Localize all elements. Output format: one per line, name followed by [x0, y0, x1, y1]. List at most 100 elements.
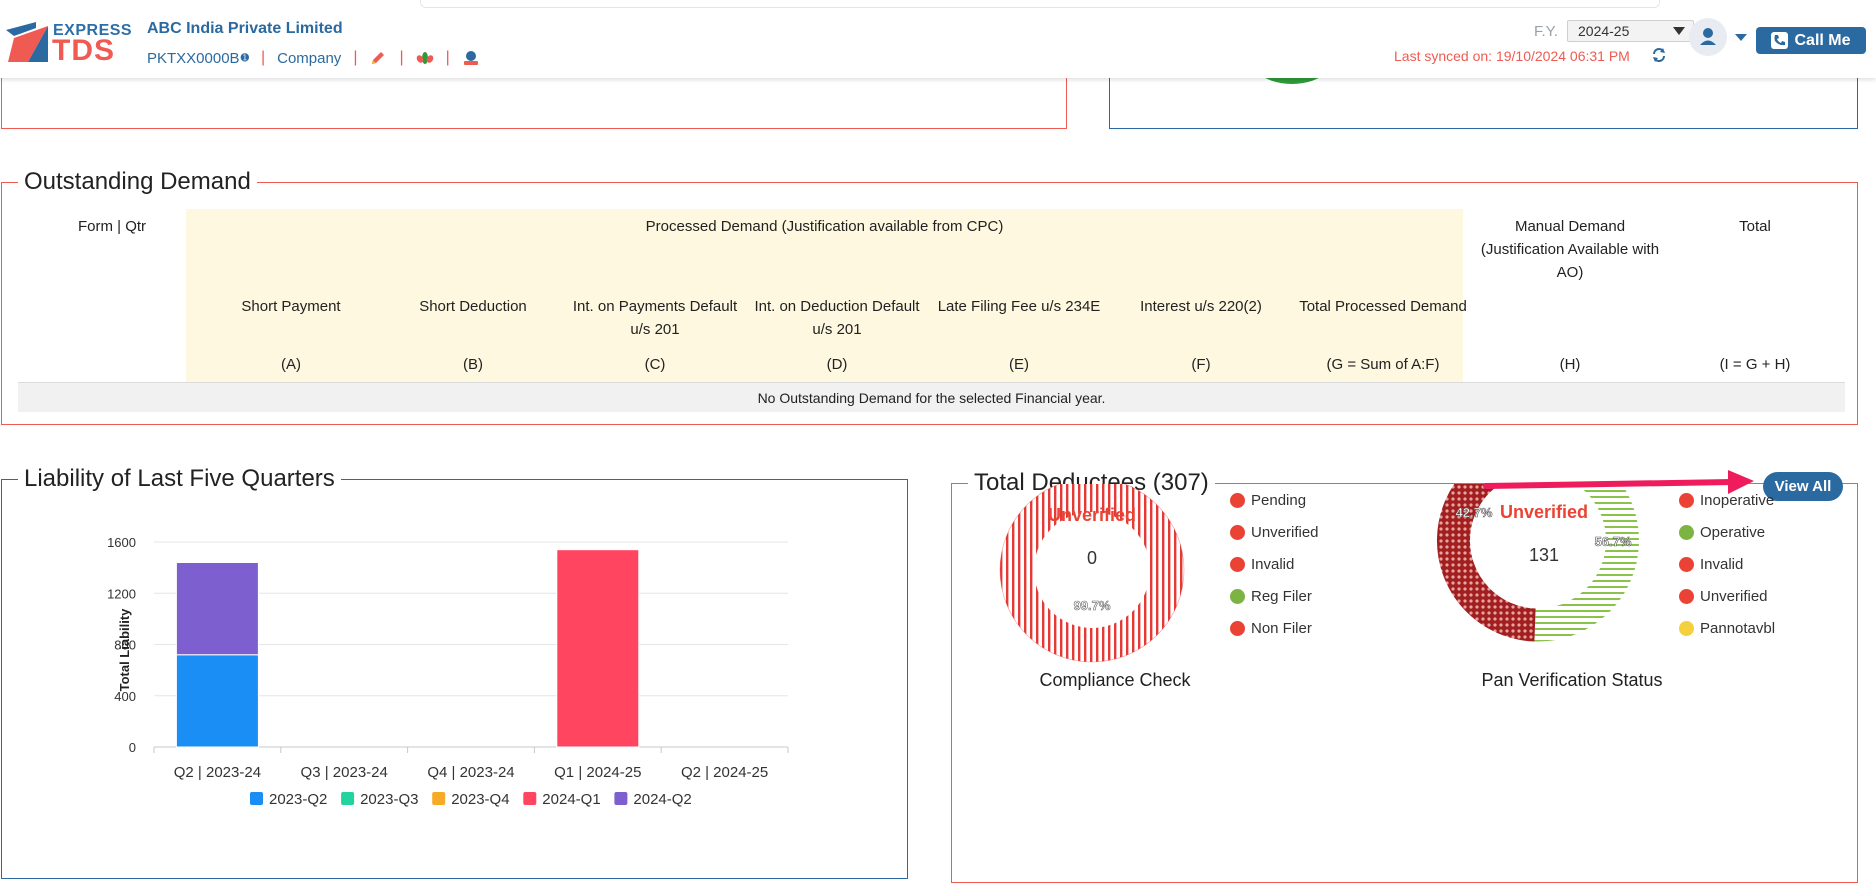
legend-label: Pannotavbl	[1700, 619, 1776, 637]
legend-swatch	[432, 792, 446, 805]
fy-selected-value: 2024-25	[1578, 23, 1630, 39]
legend-item[interactable]: Invalid	[1230, 548, 1319, 580]
legend-label: 2024-Q1	[542, 791, 600, 808]
edit-pencil-icon[interactable]	[369, 49, 387, 67]
code-b: (B)	[463, 356, 483, 373]
legend-swatch	[341, 792, 355, 805]
code-h: (H)	[1559, 356, 1581, 373]
pan-slice-left-label: 42.7%	[1456, 505, 1493, 520]
col-int-deduction: Int. on Deduction Default u/s 201	[754, 298, 920, 338]
legend-item[interactable]: Invalid	[1679, 548, 1775, 580]
code-i: (I = G + H)	[1719, 356, 1791, 373]
user-icon	[1700, 28, 1716, 45]
legend-item[interactable]: Inoperative	[1679, 484, 1775, 516]
outstanding-demand-panel: Outstanding Demand Form | Qtr Processed …	[1, 168, 1858, 425]
col-short-deduction: Short Deduction	[419, 298, 527, 315]
legend-item[interactable]: Unverified	[1679, 580, 1775, 612]
y-tick-label: 1200	[107, 586, 136, 601]
separator: |	[445, 49, 450, 66]
logo-mark-icon	[6, 22, 48, 62]
legend-item[interactable]: Operative	[1679, 516, 1775, 548]
fy-select[interactable]: 2024-25	[1567, 20, 1694, 42]
user-avatar[interactable]	[1689, 18, 1727, 56]
logo-tds-text: TDS	[52, 34, 115, 67]
last-synced-text: Last synced on: 19/10/2024 06:31 PM	[1394, 48, 1630, 64]
previous-panel-left	[1, 64, 1067, 129]
express-tds-logo[interactable]: EXPRESS TDS	[6, 18, 132, 67]
pan-center-value: 131	[1529, 545, 1559, 565]
compliance-donut-ring	[1000, 484, 1184, 662]
bar-segment	[175, 654, 259, 748]
x-tick-label: Q2 | 2024-25	[681, 764, 768, 781]
separator: |	[399, 49, 404, 66]
legend-label: 2023-Q2	[269, 791, 327, 808]
legend-label: Operative	[1700, 523, 1766, 541]
legend-label: Unverified	[1251, 523, 1319, 541]
table-row-empty: No Outstanding Demand for the selected F…	[18, 382, 1845, 412]
code-e: (E)	[1009, 356, 1029, 373]
total-deductees-panel: Total Deductees (307) View All Unverifie…	[951, 469, 1858, 883]
liability-panel: Liability of Last Five Quarters 0 400 800 1…	[1, 465, 908, 879]
col-manual-demand: Manual Demand (Justification Available w…	[1480, 218, 1660, 281]
bar-segment	[175, 562, 259, 656]
y-tick-label: 400	[114, 689, 136, 704]
col-form-qtr: Form | Qtr	[77, 218, 147, 235]
compliance-center-label: Unverified	[1048, 505, 1136, 525]
legend-item[interactable]: Pannotavbl	[1679, 612, 1775, 644]
x-tick-label: Q2 | 2023-24	[174, 764, 261, 781]
legend-dot	[1679, 492, 1694, 508]
tan-number: PKTXX0000B	[147, 49, 240, 67]
processed-demand-highlight	[186, 209, 1463, 382]
company-info-row: PKTXX0000B ➊ | Company | | |	[147, 49, 480, 67]
call-me-button[interactable]: Call Me	[1756, 27, 1866, 54]
legend-item[interactable]: Reg Filer	[1230, 580, 1319, 612]
col-total: Total	[1739, 218, 1771, 235]
y-axis-label: Total Liability	[117, 608, 132, 692]
code-c: (C)	[644, 356, 666, 373]
pan-donut-slice-inoperative	[1436, 484, 1537, 642]
info-icon[interactable]: ➊	[240, 52, 249, 64]
col-int-payments: Int. on Payments Default u/s 201	[572, 298, 738, 338]
x-tick-label: Q1 | 2024-25	[554, 764, 641, 781]
app-header: EXPRESS TDS ABC India Private Limited PK…	[0, 0, 1876, 78]
legend-dot	[1230, 492, 1245, 508]
pan-center-label: Unverified	[1500, 502, 1588, 522]
col-total-processed: Total Processed Demand	[1299, 298, 1467, 315]
legend-item[interactable]: Pending	[1230, 484, 1319, 516]
col-late-filing: Late Filing Fee u/s 234E	[937, 298, 1101, 315]
call-me-label: Call Me	[1794, 31, 1851, 49]
y-tick-label: 0	[129, 740, 136, 755]
legend-dot	[1679, 620, 1694, 636]
separator: |	[353, 49, 358, 66]
portal-emblem-icon[interactable]	[462, 49, 480, 67]
compliance-slice-label: 99.7%	[1074, 598, 1111, 613]
header-top-strip	[420, 0, 1660, 8]
liability-title: Liability of Last Five Quarters	[18, 465, 341, 493]
lotus-emblem-icon[interactable]	[416, 49, 434, 67]
outstanding-demand-title: Outstanding Demand	[18, 168, 257, 196]
x-tick-label: Q4 | 2023-24	[427, 764, 514, 781]
logo-express-text: EXPRESS	[53, 22, 133, 39]
compliance-legend: Pending Unverified Invalid Reg Filer Non…	[1230, 484, 1319, 644]
legend-dot	[1679, 588, 1694, 604]
legend-label: Reg Filer	[1251, 587, 1312, 605]
compliance-donut-chart: Unverified 0 99.7% Compliance Check Unve…	[999, 484, 1663, 690]
legend-dot	[1230, 620, 1245, 636]
legend-dot	[1679, 556, 1694, 572]
refresh-icon[interactable]	[1651, 47, 1667, 63]
legend-label: 2024-Q2	[633, 791, 691, 808]
code-a: (A)	[281, 356, 301, 373]
processed-demand-header: Processed Demand (Justification availabl…	[645, 218, 1004, 235]
legend-swatch	[523, 792, 537, 805]
legend-dot	[1230, 524, 1245, 540]
legend-label: Unverified	[1700, 587, 1768, 605]
view-all-button[interactable]: View All	[1763, 472, 1843, 501]
user-menu-chevron-icon[interactable]	[1735, 34, 1747, 41]
compliance-title: Compliance Check	[1039, 670, 1191, 690]
legend-label: Inoperative	[1700, 491, 1775, 509]
legend-dot	[1679, 524, 1694, 540]
legend-label: Pending	[1251, 491, 1307, 509]
legend-item[interactable]: Non Filer	[1230, 612, 1319, 644]
legend-item[interactable]: Unverified	[1230, 516, 1319, 548]
x-tick-label: Q3 | 2023-24	[301, 764, 388, 781]
